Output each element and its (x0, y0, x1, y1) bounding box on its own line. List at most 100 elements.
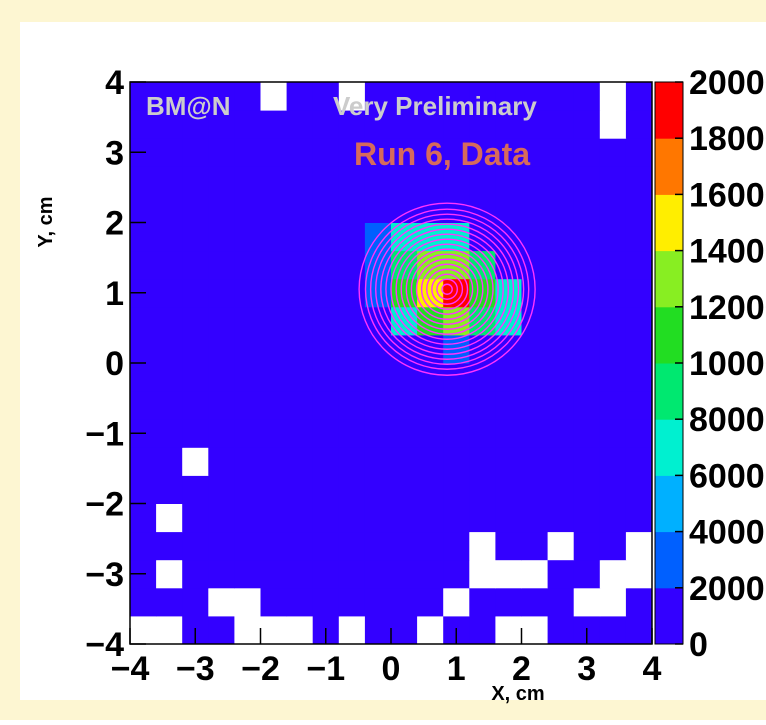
cell (625, 615, 653, 645)
cell (625, 334, 653, 364)
cell (338, 250, 366, 280)
cell (521, 110, 549, 139)
y-tick-label: −3 (85, 556, 124, 594)
cell (208, 391, 235, 420)
cell (625, 222, 653, 252)
cell (208, 138, 235, 167)
cell (260, 419, 288, 448)
cell (547, 503, 575, 533)
contour (426, 268, 469, 310)
cell (573, 559, 601, 589)
cell (260, 306, 288, 336)
cell (234, 194, 261, 223)
cell (156, 194, 183, 223)
cell (260, 278, 288, 308)
cell (391, 391, 418, 420)
cell (443, 531, 470, 561)
cell (182, 82, 209, 111)
cell (469, 138, 496, 167)
cell (182, 475, 209, 504)
cell (156, 475, 183, 504)
x-axis-title: X, cm (491, 683, 544, 705)
cell (208, 363, 235, 392)
cell (208, 419, 235, 448)
cell (286, 222, 314, 252)
contour (400, 243, 494, 335)
x-tick-label: 4 (643, 650, 662, 688)
cell (260, 587, 288, 617)
cell (156, 615, 183, 645)
cell (573, 475, 601, 504)
cell (443, 587, 470, 617)
cell (286, 503, 314, 533)
cell (599, 447, 627, 476)
cell (234, 615, 261, 645)
cell (573, 278, 601, 308)
cell (312, 363, 340, 392)
cell (521, 250, 549, 280)
cell (312, 503, 340, 533)
z-tick-label: 4000 (689, 514, 765, 552)
cell (417, 531, 444, 561)
colorbar-box (655, 306, 683, 364)
cell (130, 194, 157, 223)
cell (469, 391, 496, 420)
cell (599, 419, 627, 448)
cell (443, 138, 470, 167)
cell (312, 306, 340, 336)
cell (182, 587, 209, 617)
cell (547, 166, 575, 195)
cell (130, 503, 157, 533)
cell (599, 138, 627, 167)
cell (625, 531, 653, 561)
cell (495, 138, 522, 167)
z-tick-label: 10000 (689, 345, 766, 383)
cell (286, 419, 314, 448)
cell (599, 559, 627, 589)
cell (547, 363, 575, 392)
cell (521, 615, 549, 645)
cell (234, 250, 261, 280)
cell (469, 166, 496, 195)
cell (599, 278, 627, 308)
cell (182, 334, 209, 364)
cell (573, 363, 601, 392)
cell (573, 250, 601, 280)
cell (625, 278, 653, 308)
z-tick-label: 8000 (689, 401, 765, 439)
cell (156, 110, 183, 139)
cell (130, 110, 157, 139)
cell (312, 278, 340, 308)
cell (182, 419, 209, 448)
x-tick-label: −2 (241, 650, 280, 688)
cell (364, 138, 392, 167)
cell (260, 531, 288, 561)
cell (130, 250, 157, 280)
cell (260, 503, 288, 533)
colorbar-box (655, 419, 683, 476)
cell (234, 475, 261, 504)
cell (234, 306, 261, 336)
cell (182, 138, 209, 167)
cell (338, 194, 366, 223)
cell (182, 166, 209, 195)
cell (417, 82, 444, 111)
cell (364, 363, 392, 392)
contour (358, 202, 536, 376)
cell (156, 419, 183, 448)
cell (338, 166, 366, 195)
cell (182, 503, 209, 533)
cell (391, 615, 418, 645)
cell (364, 587, 392, 617)
cell (599, 110, 627, 139)
cell (469, 531, 496, 561)
cell (338, 363, 366, 392)
cell (443, 475, 470, 504)
cell (312, 587, 340, 617)
cell (234, 587, 261, 617)
x-tick-label: −3 (176, 650, 215, 688)
cell (208, 194, 235, 223)
contour (415, 258, 479, 320)
cell (599, 222, 627, 252)
